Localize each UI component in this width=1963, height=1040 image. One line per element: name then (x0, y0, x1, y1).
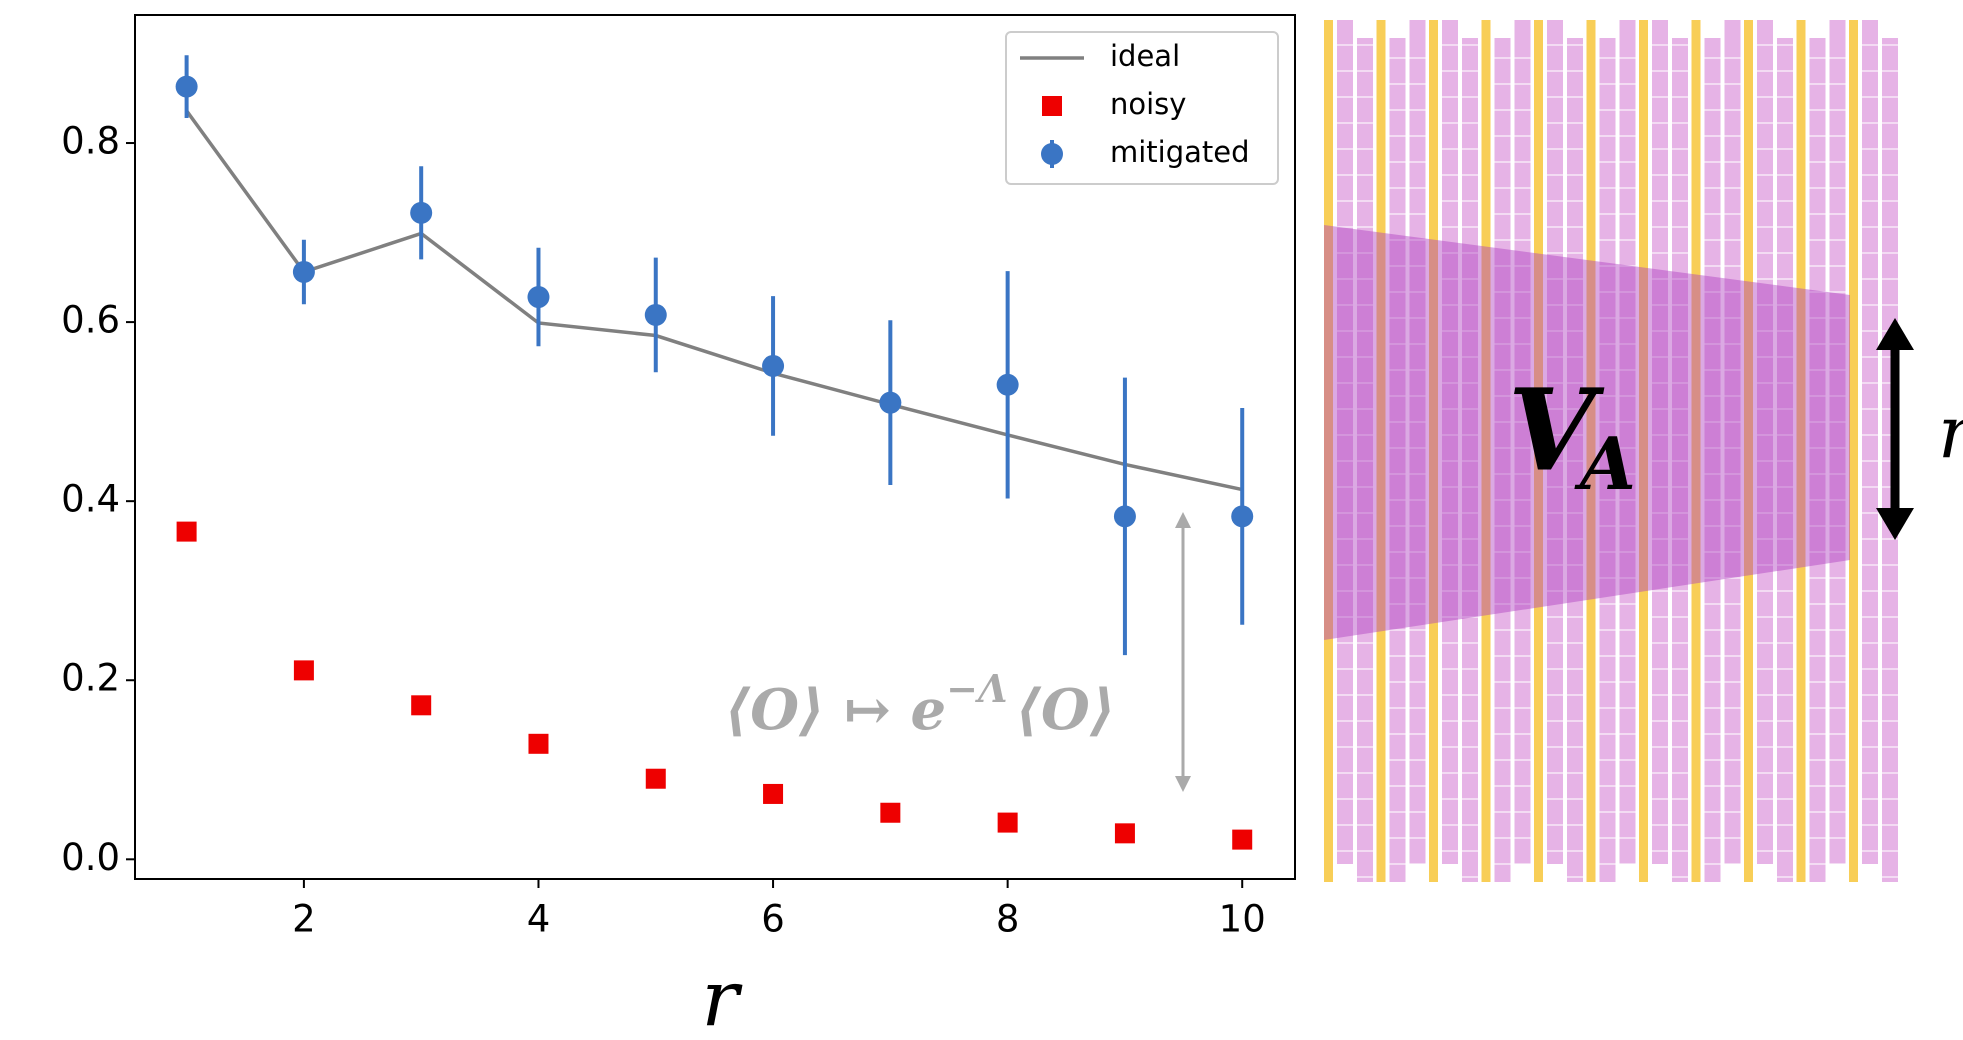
y-tick-label: 0.4 (61, 478, 120, 521)
legend-label: mitigated (1110, 135, 1250, 169)
noisy-point (528, 733, 549, 754)
gate-column (1567, 38, 1583, 882)
x-tick-label: 8 (996, 898, 1020, 941)
gate-column (1442, 20, 1458, 864)
gap-arrow (1175, 512, 1191, 792)
gate-column (1409, 20, 1426, 864)
annotation-left: ⟨O⟩ ↦ e (725, 677, 947, 743)
qubit-wire (1324, 20, 1333, 882)
noisy-point (880, 802, 901, 823)
noisy-point (1114, 823, 1135, 844)
noisy-point (763, 783, 784, 804)
circuit-diagram (1324, 20, 1898, 891)
gate-column (1337, 20, 1353, 864)
qubit-wire (1376, 20, 1386, 882)
circuit-subscript: A (1574, 421, 1636, 506)
mitigated-point (762, 354, 785, 377)
mitigated-point (1231, 505, 1254, 528)
annotation-exponent: −Λ (946, 666, 1007, 711)
qubit-wire (1586, 20, 1596, 882)
gate-column (1494, 38, 1511, 882)
legend-label: noisy (1110, 87, 1186, 121)
noisy-point (1232, 829, 1253, 850)
qubit-wire (1534, 20, 1543, 882)
x-tick-label: 4 (527, 898, 551, 941)
x-tick-label: 10 (1219, 898, 1266, 941)
mitigated-point (175, 75, 198, 98)
gate-column (1882, 38, 1898, 882)
qubit-wire (1849, 20, 1858, 882)
x-tick-label: 6 (761, 898, 785, 941)
gate-column (1547, 20, 1563, 864)
mitigated-point (644, 303, 667, 326)
legend-square (1042, 96, 1062, 116)
mitigated-point (1113, 505, 1136, 528)
noisy-point (997, 812, 1018, 833)
legend: ideal noisy mitigated (1005, 31, 1279, 185)
gate-column (1704, 38, 1721, 882)
legend-circle (1041, 143, 1063, 165)
gate-column (1777, 38, 1793, 882)
circuit-label: V (1508, 365, 1605, 496)
gate-column (1462, 38, 1478, 882)
qubit-wire (1639, 20, 1648, 882)
ideal-line (185, 109, 1243, 492)
mitigated-point (879, 391, 902, 414)
qubit-wire (1429, 20, 1438, 882)
gate-column (1619, 20, 1636, 864)
gate-column (1357, 38, 1373, 882)
gate-column (1809, 38, 1826, 882)
gate-column (1724, 20, 1741, 864)
gate-column (1652, 20, 1668, 864)
noisy-point (645, 768, 666, 789)
qubit-wire (1796, 20, 1806, 882)
y-tick-label: 0.0 (61, 836, 120, 879)
gate-column (1757, 20, 1773, 864)
depth-label: r (1938, 390, 1963, 474)
noisy-point (176, 521, 197, 542)
gate-column (1599, 38, 1616, 882)
mitigated-point (292, 260, 315, 283)
block-region (1324, 225, 1850, 640)
mitigated-point (410, 201, 433, 224)
y-tick-label: 0.8 (61, 120, 120, 163)
annotation: ⟨O⟩ ↦ e−Λ ⟨O⟩ (725, 666, 1116, 743)
x-tick-label: 2 (292, 898, 316, 941)
gate-column (1829, 20, 1846, 864)
mitigated-point (996, 373, 1019, 396)
noisy-point (411, 695, 432, 716)
gate-column (1514, 20, 1531, 864)
gate-column (1672, 38, 1688, 882)
y-tick-label: 0.2 (61, 657, 120, 700)
x-axis-label: r (701, 955, 743, 1040)
noisy-point (293, 660, 314, 681)
qubit-wire (1481, 20, 1491, 882)
gate-column (1862, 20, 1878, 864)
legend-label: ideal (1110, 39, 1180, 73)
plot: 0.0 0.2 0.4 0.6 0.8 2 4 6 8 10 ideal noisy mitigated (61, 14, 1296, 941)
mitigated-point (527, 286, 550, 309)
annotation-right: ⟨O⟩ (1015, 677, 1115, 743)
qubit-wire (1691, 20, 1701, 882)
gate-column (1389, 38, 1406, 882)
y-tick-label: 0.6 (61, 299, 120, 342)
qubit-wire (1744, 20, 1753, 882)
depth-arrow (1876, 318, 1914, 540)
legend-box (1005, 31, 1279, 185)
